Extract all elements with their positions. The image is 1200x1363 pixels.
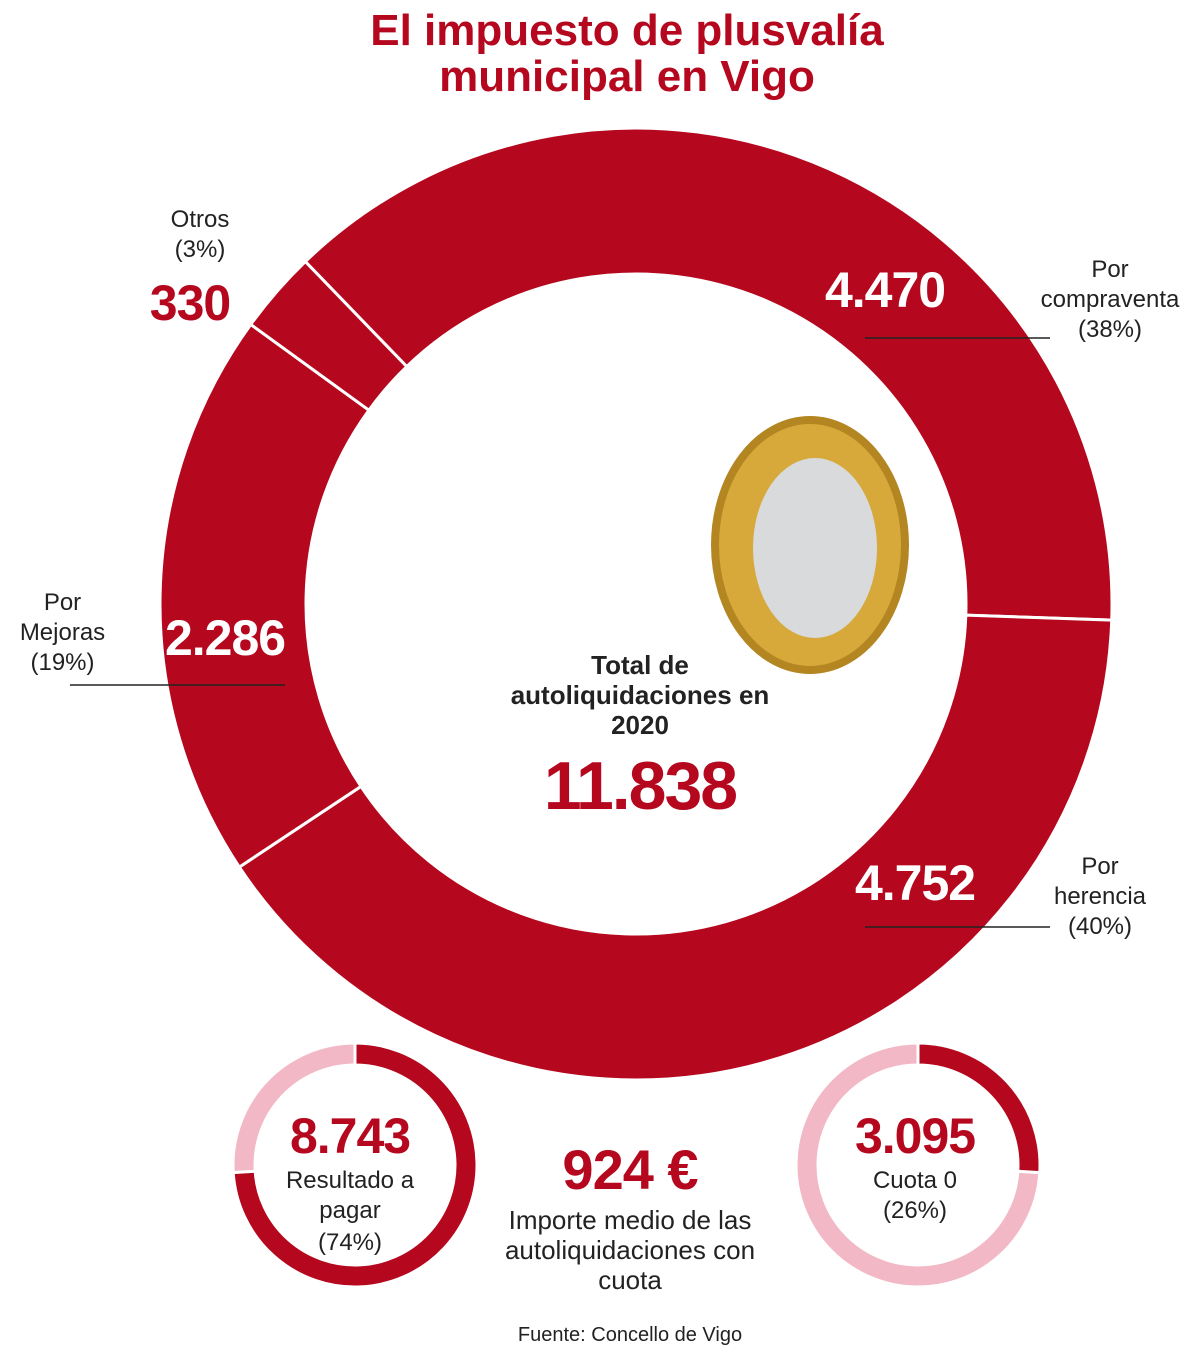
center-label: Total de autoliquidaciones en 2020 <box>510 650 770 740</box>
value-label: 2.286 <box>164 610 286 666</box>
total-label: 11.838 <box>543 748 738 824</box>
value-label: 4.470 <box>824 262 946 318</box>
donut-segment <box>303 126 1114 622</box>
percent-label: (3%) <box>174 236 226 263</box>
value-label: 330 <box>149 275 231 331</box>
gauge-track <box>794 1041 1042 1289</box>
category-label: Otros <box>170 206 230 233</box>
donut-segment <box>237 613 1114 1082</box>
percent-label: (19%) <box>30 649 95 676</box>
gauge-percent: (26%) <box>882 1197 948 1224</box>
title: El impuesto de plusvalía municipal en Vi… <box>370 6 884 101</box>
value-label: 4.752 <box>854 855 976 911</box>
gauge-value: 3.095 <box>854 1108 976 1164</box>
category-label: Por Mejoras <box>19 589 106 646</box>
percent-label: (40%) <box>1067 913 1133 940</box>
source: Fuente: Concello de Vigo <box>517 1324 743 1346</box>
category-label: Por compraventa <box>1040 256 1180 313</box>
percent-label: (38%) <box>1077 316 1143 343</box>
average-text: Importe medio de las autoliquidaciones c… <box>504 1205 756 1295</box>
gauge-percent: (74%) <box>317 1229 383 1256</box>
gauge-label: Cuota 0 <box>872 1167 958 1194</box>
category-label: Por herencia <box>1053 853 1147 910</box>
average-value: 924 € <box>562 1138 698 1201</box>
donut-segment <box>248 259 409 413</box>
gauge-value: 8.743 <box>289 1108 411 1164</box>
gauge-arc <box>916 1041 1042 1175</box>
gauge-label: Resultado a pagar <box>285 1167 415 1224</box>
coin-center <box>753 458 877 638</box>
donut-segment <box>158 322 371 870</box>
gauge-arc <box>231 1041 479 1289</box>
